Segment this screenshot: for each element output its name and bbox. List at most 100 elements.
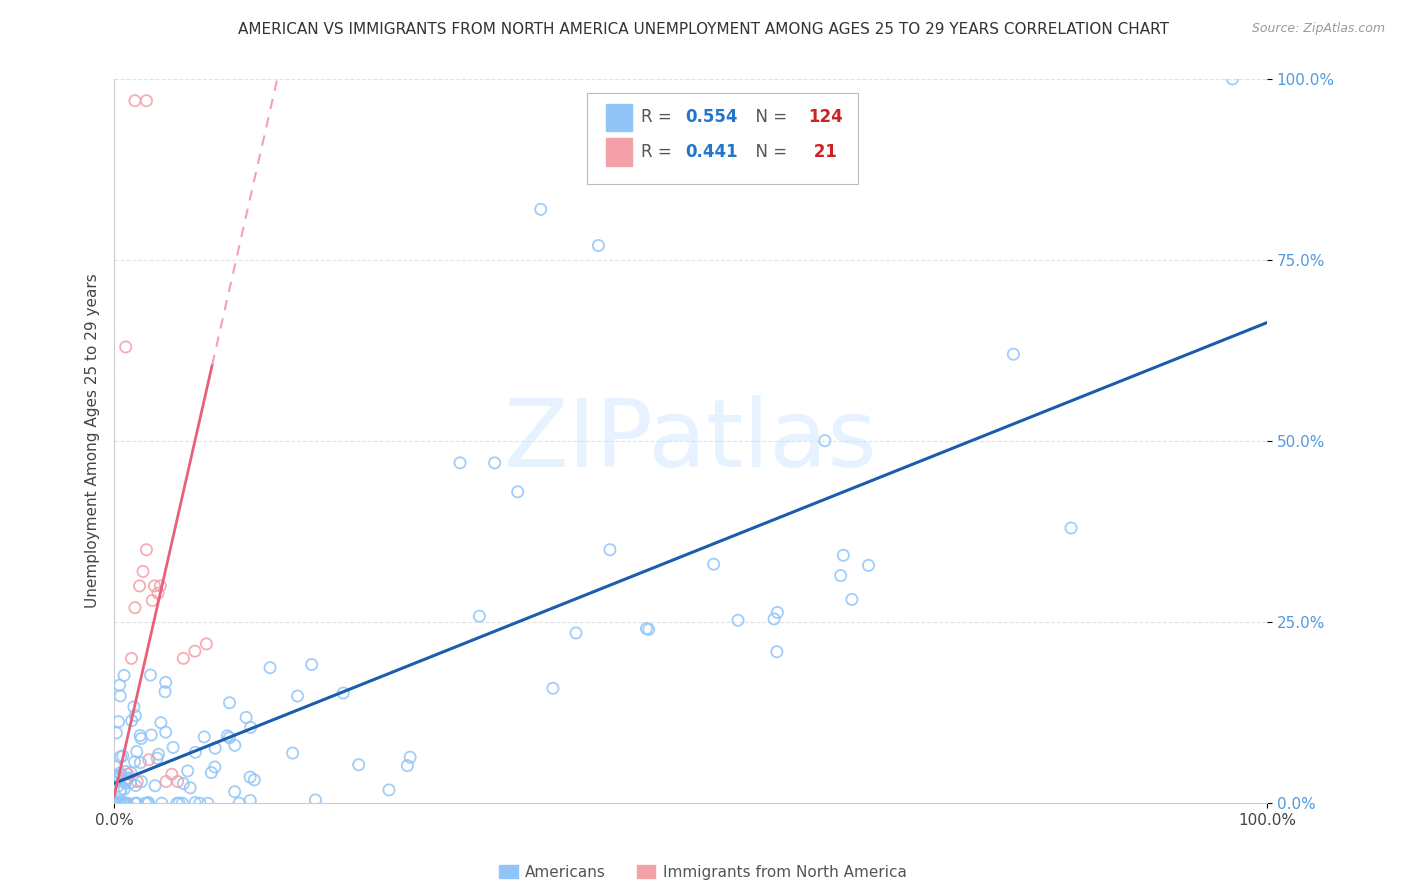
Point	[347, 757, 370, 772]
Point	[224, 785, 246, 799]
Point	[176, 764, 198, 778]
Point	[108, 784, 131, 798]
Point	[484, 456, 506, 470]
Point	[132, 565, 155, 579]
Point	[243, 772, 266, 787]
Point	[138, 796, 160, 810]
Point	[378, 783, 401, 797]
Point	[172, 796, 194, 810]
Point	[129, 756, 152, 770]
Point	[304, 793, 326, 807]
Point	[114, 764, 136, 779]
Point	[301, 657, 323, 672]
Point	[105, 770, 128, 784]
Point	[104, 796, 127, 810]
Point	[117, 796, 139, 810]
Point	[239, 770, 262, 784]
Point	[858, 558, 880, 573]
Point	[155, 725, 177, 739]
Point	[112, 668, 135, 682]
Point	[468, 609, 491, 624]
Point	[149, 715, 172, 730]
Point	[197, 796, 219, 810]
Point	[107, 779, 129, 793]
Point	[179, 780, 201, 795]
Text: 124: 124	[808, 108, 844, 127]
Point	[188, 796, 211, 810]
Point	[108, 796, 131, 810]
Point	[110, 749, 132, 764]
Point	[112, 796, 135, 810]
Point	[588, 238, 610, 252]
Point	[104, 760, 127, 774]
Point	[332, 686, 354, 700]
Point	[124, 779, 146, 793]
Point	[104, 796, 127, 810]
Point	[138, 753, 160, 767]
Point	[218, 731, 240, 745]
Point	[396, 758, 419, 772]
Point	[139, 668, 162, 682]
Point	[832, 549, 855, 563]
Point	[172, 776, 194, 790]
Point	[166, 796, 188, 810]
Point	[110, 782, 132, 797]
Point	[287, 689, 309, 703]
Point	[110, 768, 132, 782]
Point	[217, 729, 239, 743]
Point	[703, 558, 725, 572]
Point	[135, 94, 157, 108]
Point	[111, 748, 134, 763]
Point	[112, 796, 135, 810]
Point	[114, 340, 136, 354]
Point	[124, 600, 146, 615]
Text: R =: R =	[641, 143, 678, 161]
Point	[763, 612, 786, 626]
Point	[105, 796, 128, 810]
Point	[104, 796, 127, 810]
Point	[228, 796, 250, 810]
Point	[449, 456, 471, 470]
Point	[184, 796, 207, 810]
Point	[193, 730, 215, 744]
Text: AMERICAN VS IMMIGRANTS FROM NORTH AMERICA UNEMPLOYMENT AMONG AGES 25 TO 29 YEARS: AMERICAN VS IMMIGRANTS FROM NORTH AMERIC…	[238, 22, 1168, 37]
Point	[124, 708, 146, 723]
Point	[766, 606, 789, 620]
Point	[115, 796, 138, 810]
Legend: Americans, Immigrants from North America: Americans, Immigrants from North America	[499, 865, 907, 880]
Point	[1060, 521, 1083, 535]
Text: 0.554: 0.554	[685, 108, 737, 127]
Point	[235, 710, 257, 724]
Point	[148, 747, 170, 762]
Point	[124, 94, 146, 108]
Point	[530, 202, 553, 217]
Point	[204, 760, 226, 774]
Bar	[606, 138, 631, 166]
Point	[122, 700, 145, 714]
Point	[104, 796, 127, 810]
Y-axis label: Unemployment Among Ages 25 to 29 years: Unemployment Among Ages 25 to 29 years	[86, 274, 100, 608]
Text: 21: 21	[808, 143, 837, 161]
Point	[121, 714, 143, 728]
Point	[108, 678, 131, 692]
Point	[114, 776, 136, 790]
Point	[184, 745, 207, 759]
Point	[125, 796, 148, 810]
Bar	[606, 103, 631, 131]
Point	[727, 613, 749, 627]
Point	[541, 681, 564, 696]
Point	[141, 728, 163, 742]
Point	[565, 626, 588, 640]
Point	[105, 768, 128, 782]
Point	[155, 675, 177, 690]
Point	[830, 568, 852, 582]
Text: N =: N =	[745, 143, 792, 161]
Point	[143, 779, 166, 793]
Point	[239, 793, 262, 807]
Point	[195, 637, 218, 651]
Point	[153, 685, 176, 699]
Point	[134, 796, 156, 810]
Point	[135, 542, 157, 557]
Point	[150, 796, 173, 810]
Point	[124, 755, 146, 769]
